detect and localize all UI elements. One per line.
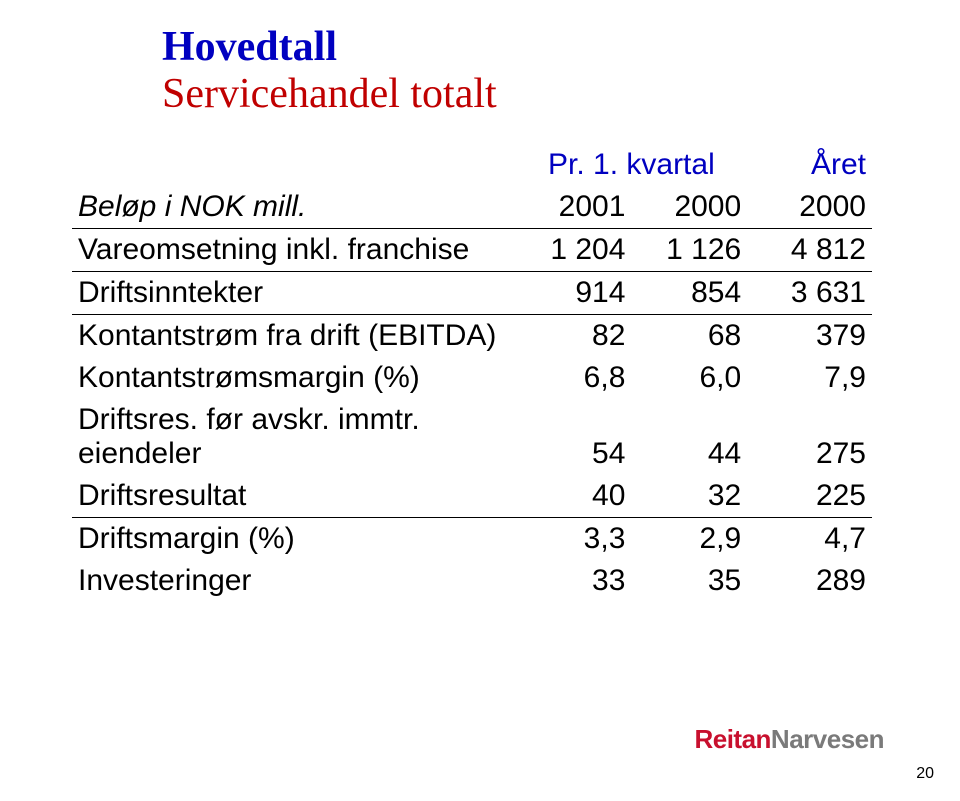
- row-label: Driftsinntekter: [72, 272, 516, 315]
- table-row: Driftsinntekter9148543 631: [72, 272, 872, 315]
- row-value: 4,7: [747, 518, 872, 560]
- row-value: 33: [516, 560, 632, 602]
- table-header-years: Beløp i NOK mill. 2001 2000 2000: [72, 186, 872, 229]
- row-value: 82: [516, 315, 632, 357]
- row-value: 3,3: [516, 518, 632, 560]
- year-col-2: 2000: [631, 186, 747, 229]
- row-value: 3 631: [747, 272, 872, 315]
- row-label: Investeringer: [72, 560, 516, 602]
- row-value: 275: [747, 399, 872, 475]
- table-row: Kontantstrømsmargin (%)6,86,07,9: [72, 357, 872, 399]
- row-label: Driftsres. før avskr. immtr. eiendeler: [72, 399, 516, 475]
- table-header-top: Pr. 1. kvartal Året: [72, 144, 872, 186]
- slide: Hovedtall Servicehandel totalt Pr. 1. kv…: [0, 0, 960, 801]
- page-number: 20: [916, 765, 934, 783]
- row-value: 4 812: [747, 229, 872, 272]
- row-value: 32: [631, 475, 747, 518]
- title-line-2: Servicehandel totalt: [162, 71, 888, 118]
- table-row: Driftsres. før avskr. immtr. eiendeler54…: [72, 399, 872, 475]
- table-row: Investeringer3335289: [72, 560, 872, 602]
- row-value: 68: [631, 315, 747, 357]
- table-row: Driftsmargin (%)3,32,94,7: [72, 518, 872, 560]
- logo: ReitanNarvesen: [694, 724, 884, 755]
- unit-label: Beløp i NOK mill.: [72, 186, 516, 229]
- row-value: 6,8: [516, 357, 632, 399]
- row-label: Driftsresultat: [72, 475, 516, 518]
- row-value: 914: [516, 272, 632, 315]
- financial-table: Pr. 1. kvartal Året Beløp i NOK mill. 20…: [72, 144, 872, 602]
- row-value: 379: [747, 315, 872, 357]
- row-value: 6,0: [631, 357, 747, 399]
- title-block: Hovedtall Servicehandel totalt: [162, 24, 888, 118]
- row-value: 854: [631, 272, 747, 315]
- logo-part-1: Reitan: [694, 724, 770, 754]
- row-value: 289: [747, 560, 872, 602]
- row-value: 40: [516, 475, 632, 518]
- row-label: Driftsmargin (%): [72, 518, 516, 560]
- row-value: 44: [631, 399, 747, 475]
- title-line-1: Hovedtall: [162, 24, 888, 71]
- year-col-3: 2000: [747, 186, 872, 229]
- row-value: 35: [631, 560, 747, 602]
- table-row: Vareomsetning inkl. franchise1 2041 1264…: [72, 229, 872, 272]
- table-row: Driftsresultat4032225: [72, 475, 872, 518]
- row-value: 7,9: [747, 357, 872, 399]
- row-value: 225: [747, 475, 872, 518]
- row-value: 1 126: [631, 229, 747, 272]
- row-value: 54: [516, 399, 632, 475]
- table-row: Kontantstrøm fra drift (EBITDA)8268379: [72, 315, 872, 357]
- row-value: 2,9: [631, 518, 747, 560]
- header-quarter: Pr. 1. kvartal: [516, 144, 748, 186]
- year-col-1: 2001: [516, 186, 632, 229]
- row-label: Vareomsetning inkl. franchise: [72, 229, 516, 272]
- header-year: Året: [747, 144, 872, 186]
- row-label: Kontantstrøm fra drift (EBITDA): [72, 315, 516, 357]
- row-value: 1 204: [516, 229, 632, 272]
- row-label: Kontantstrømsmargin (%): [72, 357, 516, 399]
- logo-part-2: Narvesen: [771, 724, 884, 754]
